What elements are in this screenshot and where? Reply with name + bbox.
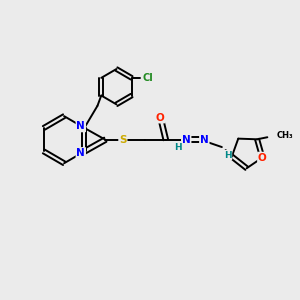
Text: S: S xyxy=(119,135,127,145)
Text: H: H xyxy=(174,142,182,152)
Text: O: O xyxy=(156,112,164,123)
Text: N: N xyxy=(182,135,190,145)
Text: H: H xyxy=(224,151,232,160)
Text: N: N xyxy=(76,148,85,158)
Text: N: N xyxy=(200,135,209,145)
Text: O: O xyxy=(258,153,267,163)
Text: CH₃: CH₃ xyxy=(277,131,294,140)
Text: N: N xyxy=(76,122,85,131)
Text: Cl: Cl xyxy=(142,73,153,83)
